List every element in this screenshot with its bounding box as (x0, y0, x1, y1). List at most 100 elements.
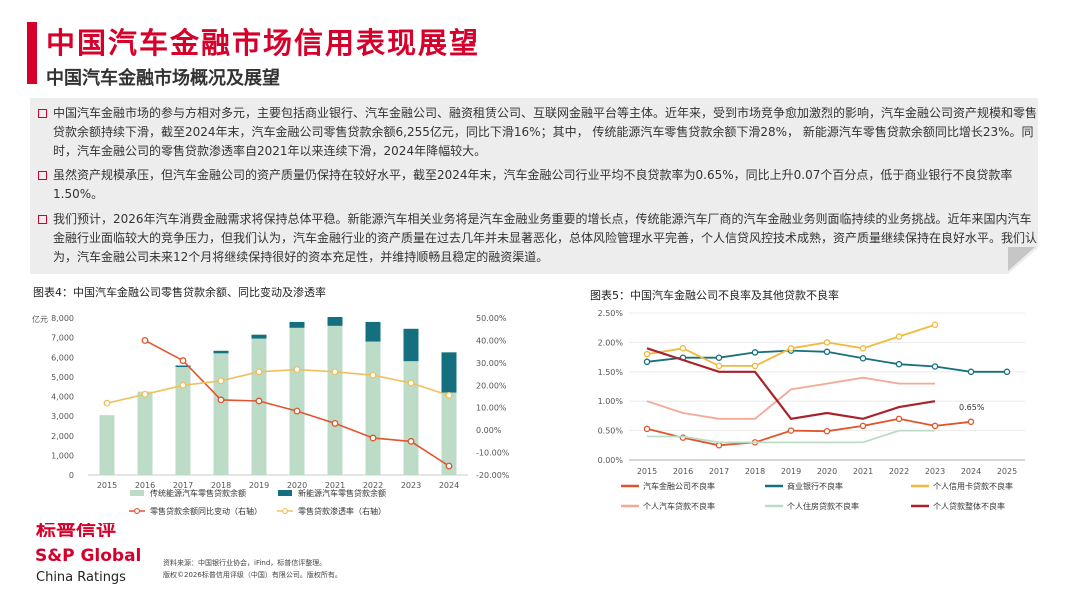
series-point (931, 363, 939, 370)
y-tick-label: 0.00% (598, 456, 624, 465)
bar-traditional (137, 391, 153, 475)
chart5-line-chart: 0.00% 0.50% 1.00% 1.50% 2.00% 2.50% 2015 2016 20… (598, 309, 1025, 511)
series-point (823, 339, 831, 346)
series-point (859, 355, 867, 362)
y-tick-label: 0 (69, 471, 74, 480)
bullet-square-icon (38, 215, 47, 224)
penetration-point (103, 399, 111, 407)
x-tick-label: 2021 (853, 467, 873, 476)
series-point (643, 425, 651, 433)
y-tick-label: 1.00% (598, 397, 624, 406)
x-tick-label: 2017 (173, 481, 193, 490)
legend-swatch-point (134, 508, 140, 514)
x-tick-label: 2015 (97, 481, 117, 490)
page-title: 中国汽车金融市场信用表现展望 (46, 26, 481, 60)
bar-nev (289, 321, 305, 328)
y-tick-label: 6,000 (51, 353, 74, 362)
yoy-point (217, 396, 225, 404)
logo-chinese: 标普信评 (36, 523, 116, 537)
yoy-point (445, 462, 453, 470)
yoy-point (407, 437, 415, 445)
series-point (1003, 368, 1011, 376)
x-tick-label: 2024 (961, 467, 981, 476)
x-tick-label: 2021 (325, 481, 345, 490)
y2-tick-label: 10.00% (476, 404, 507, 413)
series-point (823, 427, 831, 435)
bar-nev (251, 334, 267, 339)
x-tick-label: 2019 (249, 481, 269, 490)
series-point (823, 348, 831, 356)
yoy-point (369, 434, 377, 442)
penetration-point (217, 377, 225, 385)
bullet-text: 虽然资产规模承压，但汽车金融公司的资产质量仍保持在较好水平，截至2024年末，汽… (53, 168, 1013, 201)
series-line (646, 347, 936, 420)
x-tick-label: 2018 (745, 467, 765, 476)
y-tick-label: 4,000 (51, 393, 74, 402)
series-point (751, 349, 759, 356)
y-tick-label: 3,000 (51, 412, 74, 421)
x-tick-label: 2018 (211, 481, 231, 490)
penetration-point (407, 379, 415, 387)
bullet-text: 中国汽车金融市场的参与方相对多元，主要包括商业银行、汽车金融公司、融资租赁公司、… (53, 106, 1038, 158)
series-point (895, 360, 903, 368)
yoy-point (255, 397, 263, 405)
x-tick-label: 2020 (287, 481, 307, 490)
y-axis-unit-label: 亿元 (32, 314, 48, 324)
bullet-square-icon (38, 171, 47, 180)
penetration-point (255, 368, 263, 376)
legend-label: 传统能源汽车零售贷款余额 (150, 488, 246, 498)
bar-traditional (441, 392, 457, 475)
series-point (751, 362, 759, 370)
y-tick-label: 5,000 (51, 373, 74, 382)
y2-tick-label: 20.00% (476, 381, 507, 390)
y2-tick-label: 40.00% (476, 336, 507, 345)
x-tick-label: 2023 (401, 481, 421, 490)
y-tick-label: 7,000 (51, 334, 74, 343)
page-fold-shadow (1008, 247, 1035, 271)
bar-traditional (99, 415, 115, 475)
y2-tick-label: 0.00% (476, 426, 502, 435)
bar-traditional (365, 341, 381, 475)
series-point (895, 333, 903, 340)
x-tick-label: 2019 (781, 467, 801, 476)
yoy-point (179, 357, 187, 365)
y-tick-label: 2.00% (598, 338, 624, 347)
source-note: 资料来源：中国银行业协会，iFind，标普信评整理。 版权©2026标普信用评级… (163, 557, 342, 581)
logo-sp-global: S&P Global (35, 546, 142, 566)
series-point (643, 350, 651, 358)
legend-swatch (278, 490, 292, 496)
x-tick-label: 2022 (889, 467, 909, 476)
bar-traditional (289, 327, 305, 475)
summary-bullet: 我们预计，2026年汽车消费金融需求将保持总体平稳。新能源汽车相关业务将是汽车金… (38, 210, 1038, 267)
y-tick-label: 2,000 (51, 432, 74, 441)
legend-label: 零售贷款渗透率（右轴） (298, 506, 386, 516)
series-point (859, 345, 867, 352)
x-tick-label: 2023 (925, 467, 945, 476)
penetration-point (141, 390, 149, 398)
summary-box: 中国汽车金融市场的参与方相对多元，主要包括商业银行、汽车金融公司、融资租赁公司、… (30, 98, 1038, 274)
bar-traditional (175, 367, 191, 475)
series-line (646, 376, 935, 420)
x-tick-label: 2022 (363, 481, 383, 490)
penetration-line (106, 368, 450, 404)
legend-swatch (130, 490, 144, 496)
series-point (967, 418, 975, 426)
annotation-label: 0.65% (959, 403, 985, 412)
legend-label: 汽车金融公司不良率 (643, 481, 715, 491)
series-point (715, 362, 723, 370)
legend-label: 零售贷款余额同比变动（右轴） (150, 506, 262, 516)
bar-nev (327, 317, 343, 326)
penetration-point (293, 366, 301, 374)
penetration-point (369, 371, 377, 379)
chart5-title: 图表5：中国汽车金融公司不良率及其他贷款不良率 (590, 289, 839, 302)
bar-traditional (403, 361, 419, 475)
series-point (679, 345, 687, 352)
x-tick-label: 2024 (439, 481, 459, 490)
bar-nev (175, 365, 191, 368)
bar-nev (403, 328, 419, 362)
bar-nev (213, 350, 229, 354)
bar-nev (441, 352, 457, 393)
penetration-point (331, 368, 339, 376)
series-point (643, 358, 651, 366)
x-tick-label: 2017 (709, 467, 729, 476)
